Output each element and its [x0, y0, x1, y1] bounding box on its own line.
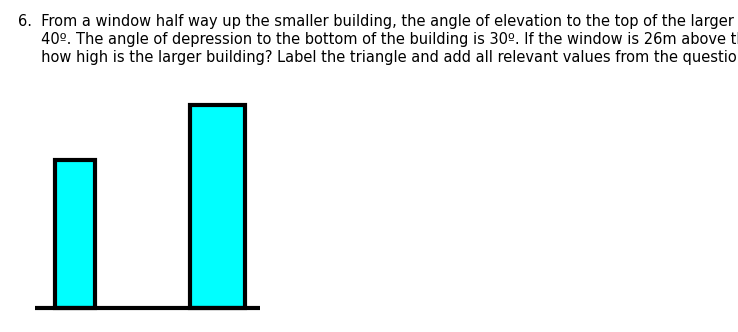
Bar [55, 160, 95, 308]
Text: how high is the larger building? Label the triangle and add all relevant values : how high is the larger building? Label t… [18, 50, 738, 65]
Text: 40º. The angle of depression to the bottom of the building is 30º. If the window: 40º. The angle of depression to the bott… [18, 32, 738, 47]
Bar [190, 105, 245, 308]
Text: 6.  From a window half way up the smaller building, the angle of elevation to th: 6. From a window half way up the smaller… [18, 14, 738, 29]
